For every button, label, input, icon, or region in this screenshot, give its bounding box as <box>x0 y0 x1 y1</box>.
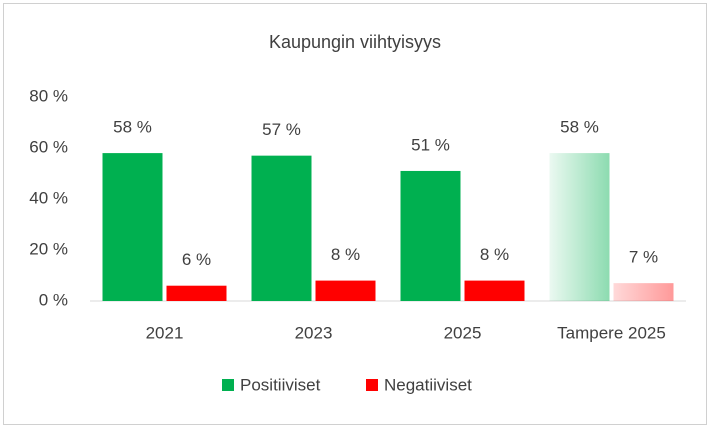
data-label: 51 % <box>411 135 450 154</box>
data-label: 8 % <box>480 245 509 264</box>
legend-swatch <box>366 379 378 391</box>
bar <box>549 153 610 301</box>
x-tick-label: 2021 <box>146 323 184 342</box>
x-tick-label: Tampere 2025 <box>557 323 666 342</box>
bar <box>464 280 525 301</box>
data-label: 8 % <box>331 245 360 264</box>
bar <box>102 153 163 301</box>
data-label: 58 % <box>560 118 599 137</box>
x-tick-label: 2023 <box>295 323 333 342</box>
legend-label: Positiiviset <box>240 375 321 394</box>
bar <box>315 280 376 301</box>
bar <box>400 170 461 301</box>
y-tick-label: 40 % <box>29 188 68 207</box>
bar <box>613 283 674 301</box>
data-label: 7 % <box>629 248 658 267</box>
data-label: 57 % <box>262 120 301 139</box>
legend-swatch <box>222 379 234 391</box>
data-label: 6 % <box>182 250 211 269</box>
chart-title: Kaupungin viihtyisyys <box>269 32 441 52</box>
y-tick-label: 20 % <box>29 239 68 258</box>
y-tick-label: 0 % <box>39 290 68 309</box>
x-tick-label: 2025 <box>444 323 482 342</box>
data-label: 58 % <box>113 118 152 137</box>
legend-label: Negatiiviset <box>384 375 472 394</box>
bar <box>251 155 312 301</box>
bar <box>166 285 227 301</box>
y-tick-label: 60 % <box>29 137 68 156</box>
y-tick-label: 80 % <box>29 86 68 105</box>
